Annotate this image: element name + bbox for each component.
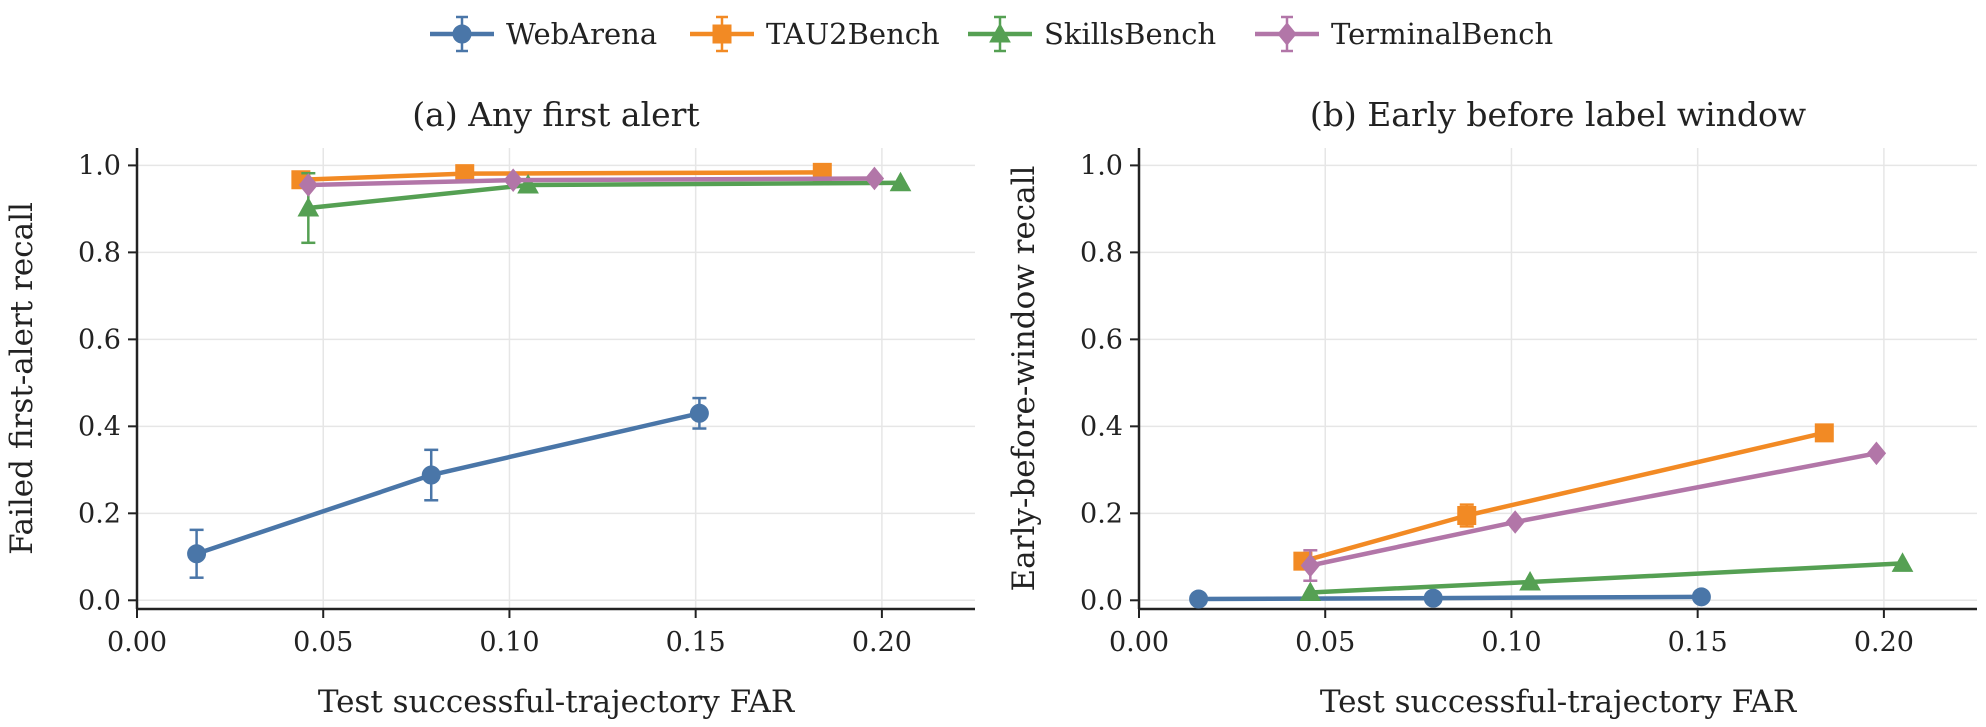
series-webarena xyxy=(187,396,709,579)
series-skillsbench xyxy=(1299,552,1914,601)
data-point xyxy=(1300,553,1320,578)
legend-entry-skillsbench: SkillsBench xyxy=(968,15,1216,53)
x-tick-label: 0.00 xyxy=(107,627,167,658)
series-webarena xyxy=(1189,587,1711,609)
series-line xyxy=(308,180,901,211)
x-tick-label: 0.15 xyxy=(1668,627,1728,658)
series-tau2bench xyxy=(1293,423,1834,571)
series-line xyxy=(1302,430,1825,564)
y-tick-label: 0.6 xyxy=(1080,324,1123,355)
x-tick-label: 0.10 xyxy=(1481,627,1541,658)
series-line xyxy=(1198,594,1702,602)
y-tick-label: 0.0 xyxy=(78,585,121,616)
data-point xyxy=(1891,552,1914,572)
y-tick-label: 0.0 xyxy=(1080,585,1123,616)
legend-marker-triangle xyxy=(989,22,1011,43)
data-point xyxy=(689,403,709,423)
y-tick-label: 0.6 xyxy=(78,324,121,355)
data-point xyxy=(298,173,318,197)
data-point xyxy=(1519,571,1541,591)
y-tick-label: 0.4 xyxy=(78,411,121,442)
x-tick-label: 0.20 xyxy=(852,627,912,658)
data-point xyxy=(421,465,441,485)
panel-b: 0.00 0.05 0.10 0.15 0.20 0.0 0.2 0.4 0.6 0.8 1.0 (b… xyxy=(1006,95,1977,720)
y-tick-label: 1.0 xyxy=(78,150,121,181)
panel-title: (a) Any first alert xyxy=(412,95,699,134)
series-line xyxy=(1310,561,1903,595)
legend-entry-webarena: WebArena xyxy=(430,15,657,53)
series-terminalbench xyxy=(298,166,885,197)
data-point xyxy=(889,171,912,192)
legend-label: SkillsBench xyxy=(1044,17,1216,51)
data-point xyxy=(1814,423,1834,443)
legend: WebArena TAU2Bench SkillsBench TerminalBenc… xyxy=(430,15,1553,53)
x-tick-label: 0.20 xyxy=(1854,627,1914,658)
y-tick-label: 0.8 xyxy=(1080,237,1123,268)
legend-marker-diamond xyxy=(1277,22,1297,46)
x-axis-label: Test successful-trajectory FAR xyxy=(318,684,796,720)
legend-label: TerminalBench xyxy=(1331,17,1553,51)
y-tick-label: 0.2 xyxy=(78,498,121,529)
series-terminalbench xyxy=(1300,441,1887,582)
y-axis-label: Failed first-alert recall xyxy=(4,202,40,555)
legend-entry-terminalbench: TerminalBench xyxy=(1255,15,1553,53)
series-line xyxy=(1309,451,1877,568)
y-tick-label: 1.0 xyxy=(1080,150,1123,181)
y-tick-label: 0.2 xyxy=(1080,498,1123,529)
data-point xyxy=(297,196,320,217)
data-point xyxy=(1189,589,1209,609)
data-point xyxy=(1423,588,1443,608)
x-tick-label: 0.15 xyxy=(666,627,726,658)
series-line xyxy=(195,411,700,556)
series-skillsbench xyxy=(297,171,912,245)
data-point xyxy=(864,166,885,191)
legend-label: WebArena xyxy=(506,17,657,51)
data-point xyxy=(1691,587,1711,607)
data-point xyxy=(1505,510,1525,534)
data-point xyxy=(503,168,523,192)
data-point xyxy=(517,173,539,194)
data-point xyxy=(1866,441,1887,466)
legend-marker-circle xyxy=(452,24,472,44)
y-axis-label: Early-before-window recall xyxy=(1006,166,1042,592)
legend-label: TAU2Bench xyxy=(766,17,940,51)
y-tick-label: 0.8 xyxy=(78,237,121,268)
x-tick-label: 0.00 xyxy=(1109,627,1169,658)
x-tick-label: 0.05 xyxy=(293,627,353,658)
panel-title: (b) Early before label window xyxy=(1310,95,1806,134)
data-point xyxy=(187,544,207,564)
data-point xyxy=(1299,581,1322,601)
panel-a: 0.00 0.05 0.10 0.15 0.20 0.0 0.2 0.4 0.6 0.8 1.0 (a… xyxy=(4,95,975,720)
data-point xyxy=(1457,505,1477,525)
x-tick-label: 0.10 xyxy=(479,627,539,658)
y-tick-label: 0.4 xyxy=(1080,411,1123,442)
legend-entry-tau2bench: TAU2Bench xyxy=(690,15,940,53)
x-tick-label: 0.05 xyxy=(1295,627,1355,658)
legend-marker-square xyxy=(712,24,732,44)
x-axis-label: Test successful-trajectory FAR xyxy=(1320,684,1798,720)
